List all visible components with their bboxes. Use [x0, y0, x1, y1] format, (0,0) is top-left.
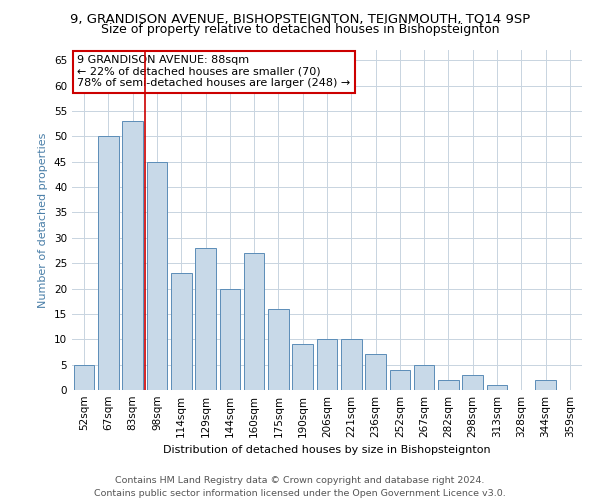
Bar: [122, 121, 143, 390]
Bar: [220, 288, 240, 390]
Bar: [268, 309, 289, 390]
Text: Size of property relative to detached houses in Bishopsteignton: Size of property relative to detached ho…: [101, 22, 499, 36]
Bar: [487, 385, 508, 390]
Bar: [98, 136, 119, 390]
Bar: [535, 380, 556, 390]
X-axis label: Distribution of detached houses by size in Bishopsteignton: Distribution of detached houses by size …: [163, 446, 491, 456]
Text: Contains HM Land Registry data © Crown copyright and database right 2024.
Contai: Contains HM Land Registry data © Crown c…: [94, 476, 506, 498]
Bar: [292, 344, 313, 390]
Bar: [195, 248, 216, 390]
Bar: [341, 340, 362, 390]
Bar: [74, 364, 94, 390]
Text: 9, GRANDISON AVENUE, BISHOPSTEIGNTON, TEIGNMOUTH, TQ14 9SP: 9, GRANDISON AVENUE, BISHOPSTEIGNTON, TE…: [70, 12, 530, 26]
Y-axis label: Number of detached properties: Number of detached properties: [38, 132, 49, 308]
Bar: [146, 162, 167, 390]
Bar: [414, 364, 434, 390]
Text: 9 GRANDISON AVENUE: 88sqm
← 22% of detached houses are smaller (70)
78% of semi-: 9 GRANDISON AVENUE: 88sqm ← 22% of detac…: [77, 55, 350, 88]
Bar: [438, 380, 459, 390]
Bar: [171, 274, 191, 390]
Bar: [365, 354, 386, 390]
Bar: [389, 370, 410, 390]
Bar: [244, 253, 265, 390]
Bar: [463, 375, 483, 390]
Bar: [317, 340, 337, 390]
